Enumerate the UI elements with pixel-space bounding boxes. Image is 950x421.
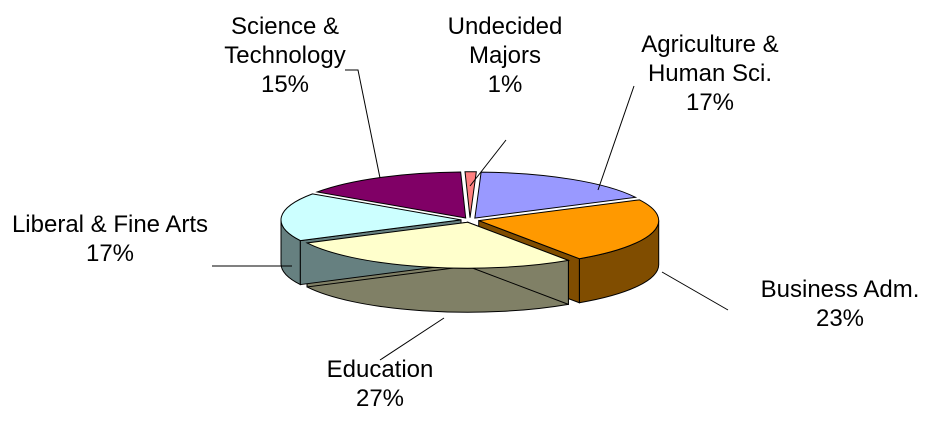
category-label: Science & Technology xyxy=(224,13,346,69)
leader-line xyxy=(379,317,445,361)
slice-label: Science & Technology 15% xyxy=(210,12,360,99)
slice-label: Education 27% xyxy=(280,355,480,413)
slice-label: Undecided Majors 1% xyxy=(440,12,570,99)
slice-label: Agriculture & Human Sci. 17% xyxy=(625,30,795,117)
percent-label: 17% xyxy=(685,89,735,116)
category-label: Education xyxy=(326,356,434,383)
slice xyxy=(474,171,638,219)
leader-line xyxy=(345,69,381,179)
slice xyxy=(464,171,477,218)
leader-line xyxy=(661,271,729,311)
slice xyxy=(478,199,660,260)
percent-label: 27% xyxy=(355,385,405,412)
pie-tops xyxy=(280,171,660,269)
percent-label: 17% xyxy=(85,240,135,267)
leader-line xyxy=(597,85,635,191)
percent-label: 1% xyxy=(487,71,523,98)
leader-lines xyxy=(212,69,729,361)
slice xyxy=(280,193,462,242)
slice-label: Business Adm. 23% xyxy=(725,275,950,333)
slice xyxy=(305,221,571,269)
category-label: Agriculture & Human Sci. xyxy=(641,31,779,87)
percent-label: 15% xyxy=(260,71,310,98)
percent-label: 23% xyxy=(815,305,865,332)
slice-label: Liberal & Fine Arts 17% xyxy=(5,210,215,268)
category-label: Liberal & Fine Arts xyxy=(11,211,209,238)
category-label: Business Adm. xyxy=(760,276,920,303)
leader-line xyxy=(469,139,507,187)
category-label: Undecided Majors xyxy=(447,13,563,69)
